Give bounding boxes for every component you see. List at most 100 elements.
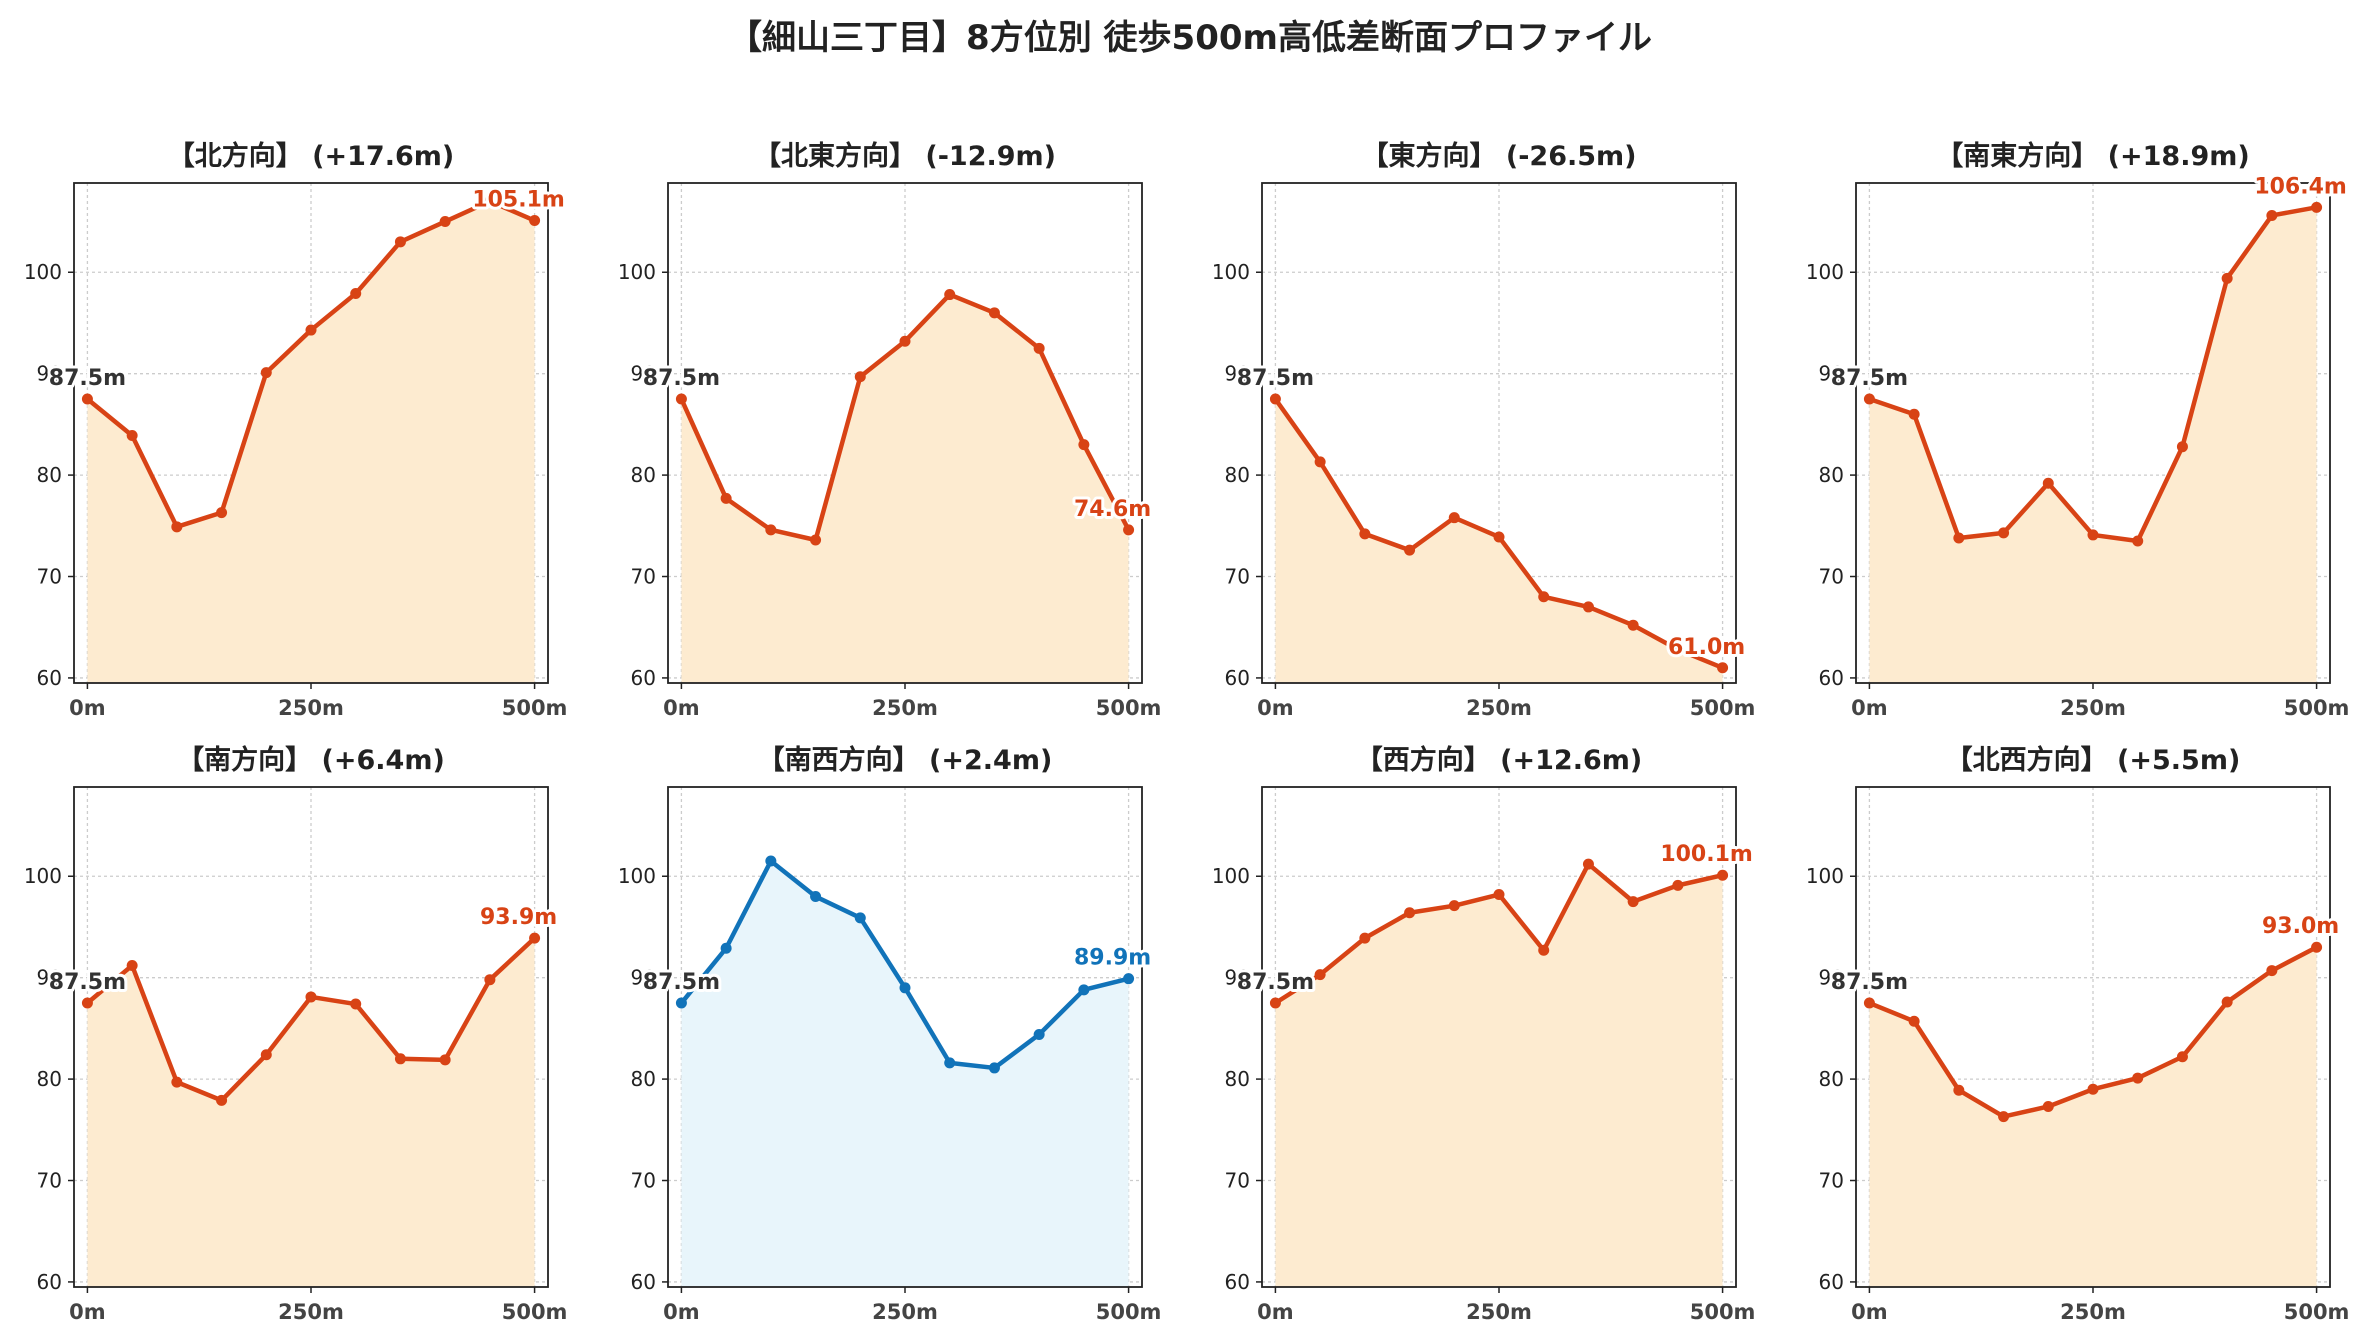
profile-point — [1359, 528, 1371, 540]
y-tick-label: 90 — [37, 966, 62, 990]
x-tick-label: 0m — [1257, 696, 1294, 720]
profile-point — [1953, 532, 1965, 544]
profile-area-fill — [87, 938, 535, 1287]
profile-point — [81, 393, 93, 405]
y-tick-label: 60 — [37, 1270, 62, 1294]
profile-point — [854, 912, 866, 924]
profile-area-fill — [87, 201, 535, 683]
profile-area-fill — [681, 294, 1129, 683]
profile-point — [1627, 619, 1639, 631]
y-tick-label: 80 — [631, 1067, 656, 1091]
profile-point — [2132, 1072, 2144, 1084]
x-tick-label: 0m — [663, 696, 700, 720]
panel-title: 【南西方向】 (+2.4m) — [758, 744, 1053, 776]
profile-point — [216, 1094, 228, 1106]
profile-point — [899, 982, 911, 994]
profile-point — [126, 430, 138, 442]
profile-point — [439, 216, 451, 228]
x-tick-label: 250m — [1466, 696, 1532, 720]
x-tick-label: 0m — [69, 696, 106, 720]
y-tick-label: 60 — [1819, 1270, 1844, 1294]
y-tick-label: 60 — [631, 666, 656, 690]
profile-point — [1582, 601, 1594, 613]
profile-point — [1123, 973, 1135, 985]
profile-point — [988, 307, 1000, 319]
start-elevation-label: 87.5m — [643, 366, 720, 391]
profile-point — [1863, 393, 1875, 405]
profile-point — [1953, 1084, 1965, 1096]
x-tick-label: 0m — [1257, 1300, 1294, 1324]
y-tick-label: 100 — [1806, 260, 1844, 284]
profile-point — [675, 393, 687, 405]
y-tick-label: 60 — [631, 1270, 656, 1294]
x-tick-label: 0m — [663, 1300, 700, 1324]
profile-point — [216, 507, 228, 519]
y-tick-label: 90 — [1225, 362, 1250, 386]
profile-point — [1717, 662, 1729, 674]
profile-point — [350, 288, 362, 300]
profile-point — [2176, 441, 2188, 453]
profile-point — [484, 195, 496, 207]
x-tick-label: 500m — [2284, 696, 2350, 720]
profile-point — [1863, 997, 1875, 1009]
profile-point — [765, 524, 777, 536]
profile-point — [394, 236, 406, 248]
profile-point — [1672, 644, 1684, 656]
y-tick-label: 70 — [1225, 1169, 1250, 1193]
start-elevation-label: 87.5m — [49, 970, 126, 995]
panel-title: 【西方向】 (+12.6m) — [1356, 744, 1642, 776]
end-elevation-label: 89.9m — [1074, 946, 1151, 971]
profile-point — [1033, 342, 1045, 354]
y-tick-label: 100 — [1806, 864, 1844, 888]
end-elevation-label: 106.4m — [2254, 174, 2347, 199]
x-tick-label: 500m — [502, 696, 568, 720]
profile-point — [1359, 932, 1371, 944]
x-tick-label: 500m — [1096, 696, 1162, 720]
x-tick-label: 250m — [2060, 1300, 2126, 1324]
profile-panel-6: 【西方向】 (+12.6m) 60 70 80 90 100 0m 250m 500m 87.5m… — [1212, 744, 1756, 1324]
y-tick-label: 80 — [1819, 463, 1844, 487]
y-tick-label: 90 — [37, 362, 62, 386]
x-tick-label: 500m — [1690, 1300, 1756, 1324]
y-tick-label: 100 — [24, 260, 62, 284]
profile-point — [1538, 944, 1550, 956]
end-elevation-label: 100.1m — [1660, 842, 1753, 867]
y-tick-label: 100 — [618, 260, 656, 284]
profile-point — [1269, 393, 1281, 405]
y-tick-label: 90 — [1225, 966, 1250, 990]
y-tick-label: 80 — [631, 463, 656, 487]
x-tick-label: 0m — [69, 1300, 106, 1324]
start-elevation-label: 87.5m — [1237, 366, 1314, 391]
profile-point — [1033, 1028, 1045, 1040]
profile-point — [810, 891, 822, 903]
profile-point — [2266, 209, 2278, 221]
y-tick-label: 60 — [1819, 666, 1844, 690]
profile-point — [988, 1062, 1000, 1074]
profile-point — [1078, 439, 1090, 451]
y-tick-label: 80 — [37, 1067, 62, 1091]
profile-point — [2042, 1100, 2054, 1112]
profile-point — [720, 942, 732, 954]
end-elevation-label: 105.1m — [472, 188, 565, 213]
chart-main-title: 【細山三丁目】8方位別 徒歩500m高低差断面プロファイル — [728, 18, 1652, 58]
profile-panel-1: 【北東方向】 (-12.9m) 60 70 80 90 100 0m 250m 500m 87.5… — [618, 140, 1162, 720]
y-tick-label: 70 — [37, 1169, 62, 1193]
profile-point — [394, 1053, 406, 1065]
profile-point — [1582, 858, 1594, 870]
profile-point — [260, 367, 272, 379]
profile-point — [2087, 529, 2099, 541]
profile-panel-5: 【南西方向】 (+2.4m) 60 70 80 90 100 0m 250m 500m 87.5m… — [618, 744, 1162, 1324]
x-tick-label: 250m — [278, 696, 344, 720]
profile-point — [2132, 535, 2144, 547]
profile-point — [2266, 965, 2278, 977]
y-tick-label: 100 — [1212, 864, 1250, 888]
profile-point — [171, 521, 183, 533]
profile-panel-0: 【北方向】 (+17.6m) 60 70 80 90 100 0m 250m 500m 87.5m… — [24, 140, 568, 720]
y-tick-label: 70 — [631, 565, 656, 589]
profile-point — [1717, 869, 1729, 881]
x-tick-label: 250m — [872, 1300, 938, 1324]
profile-point — [1908, 1015, 1920, 1027]
profile-panel-7: 【北西方向】 (+5.5m) 60 70 80 90 100 0m 250m 500m 87.5m… — [1806, 744, 2350, 1324]
y-tick-label: 70 — [1819, 565, 1844, 589]
